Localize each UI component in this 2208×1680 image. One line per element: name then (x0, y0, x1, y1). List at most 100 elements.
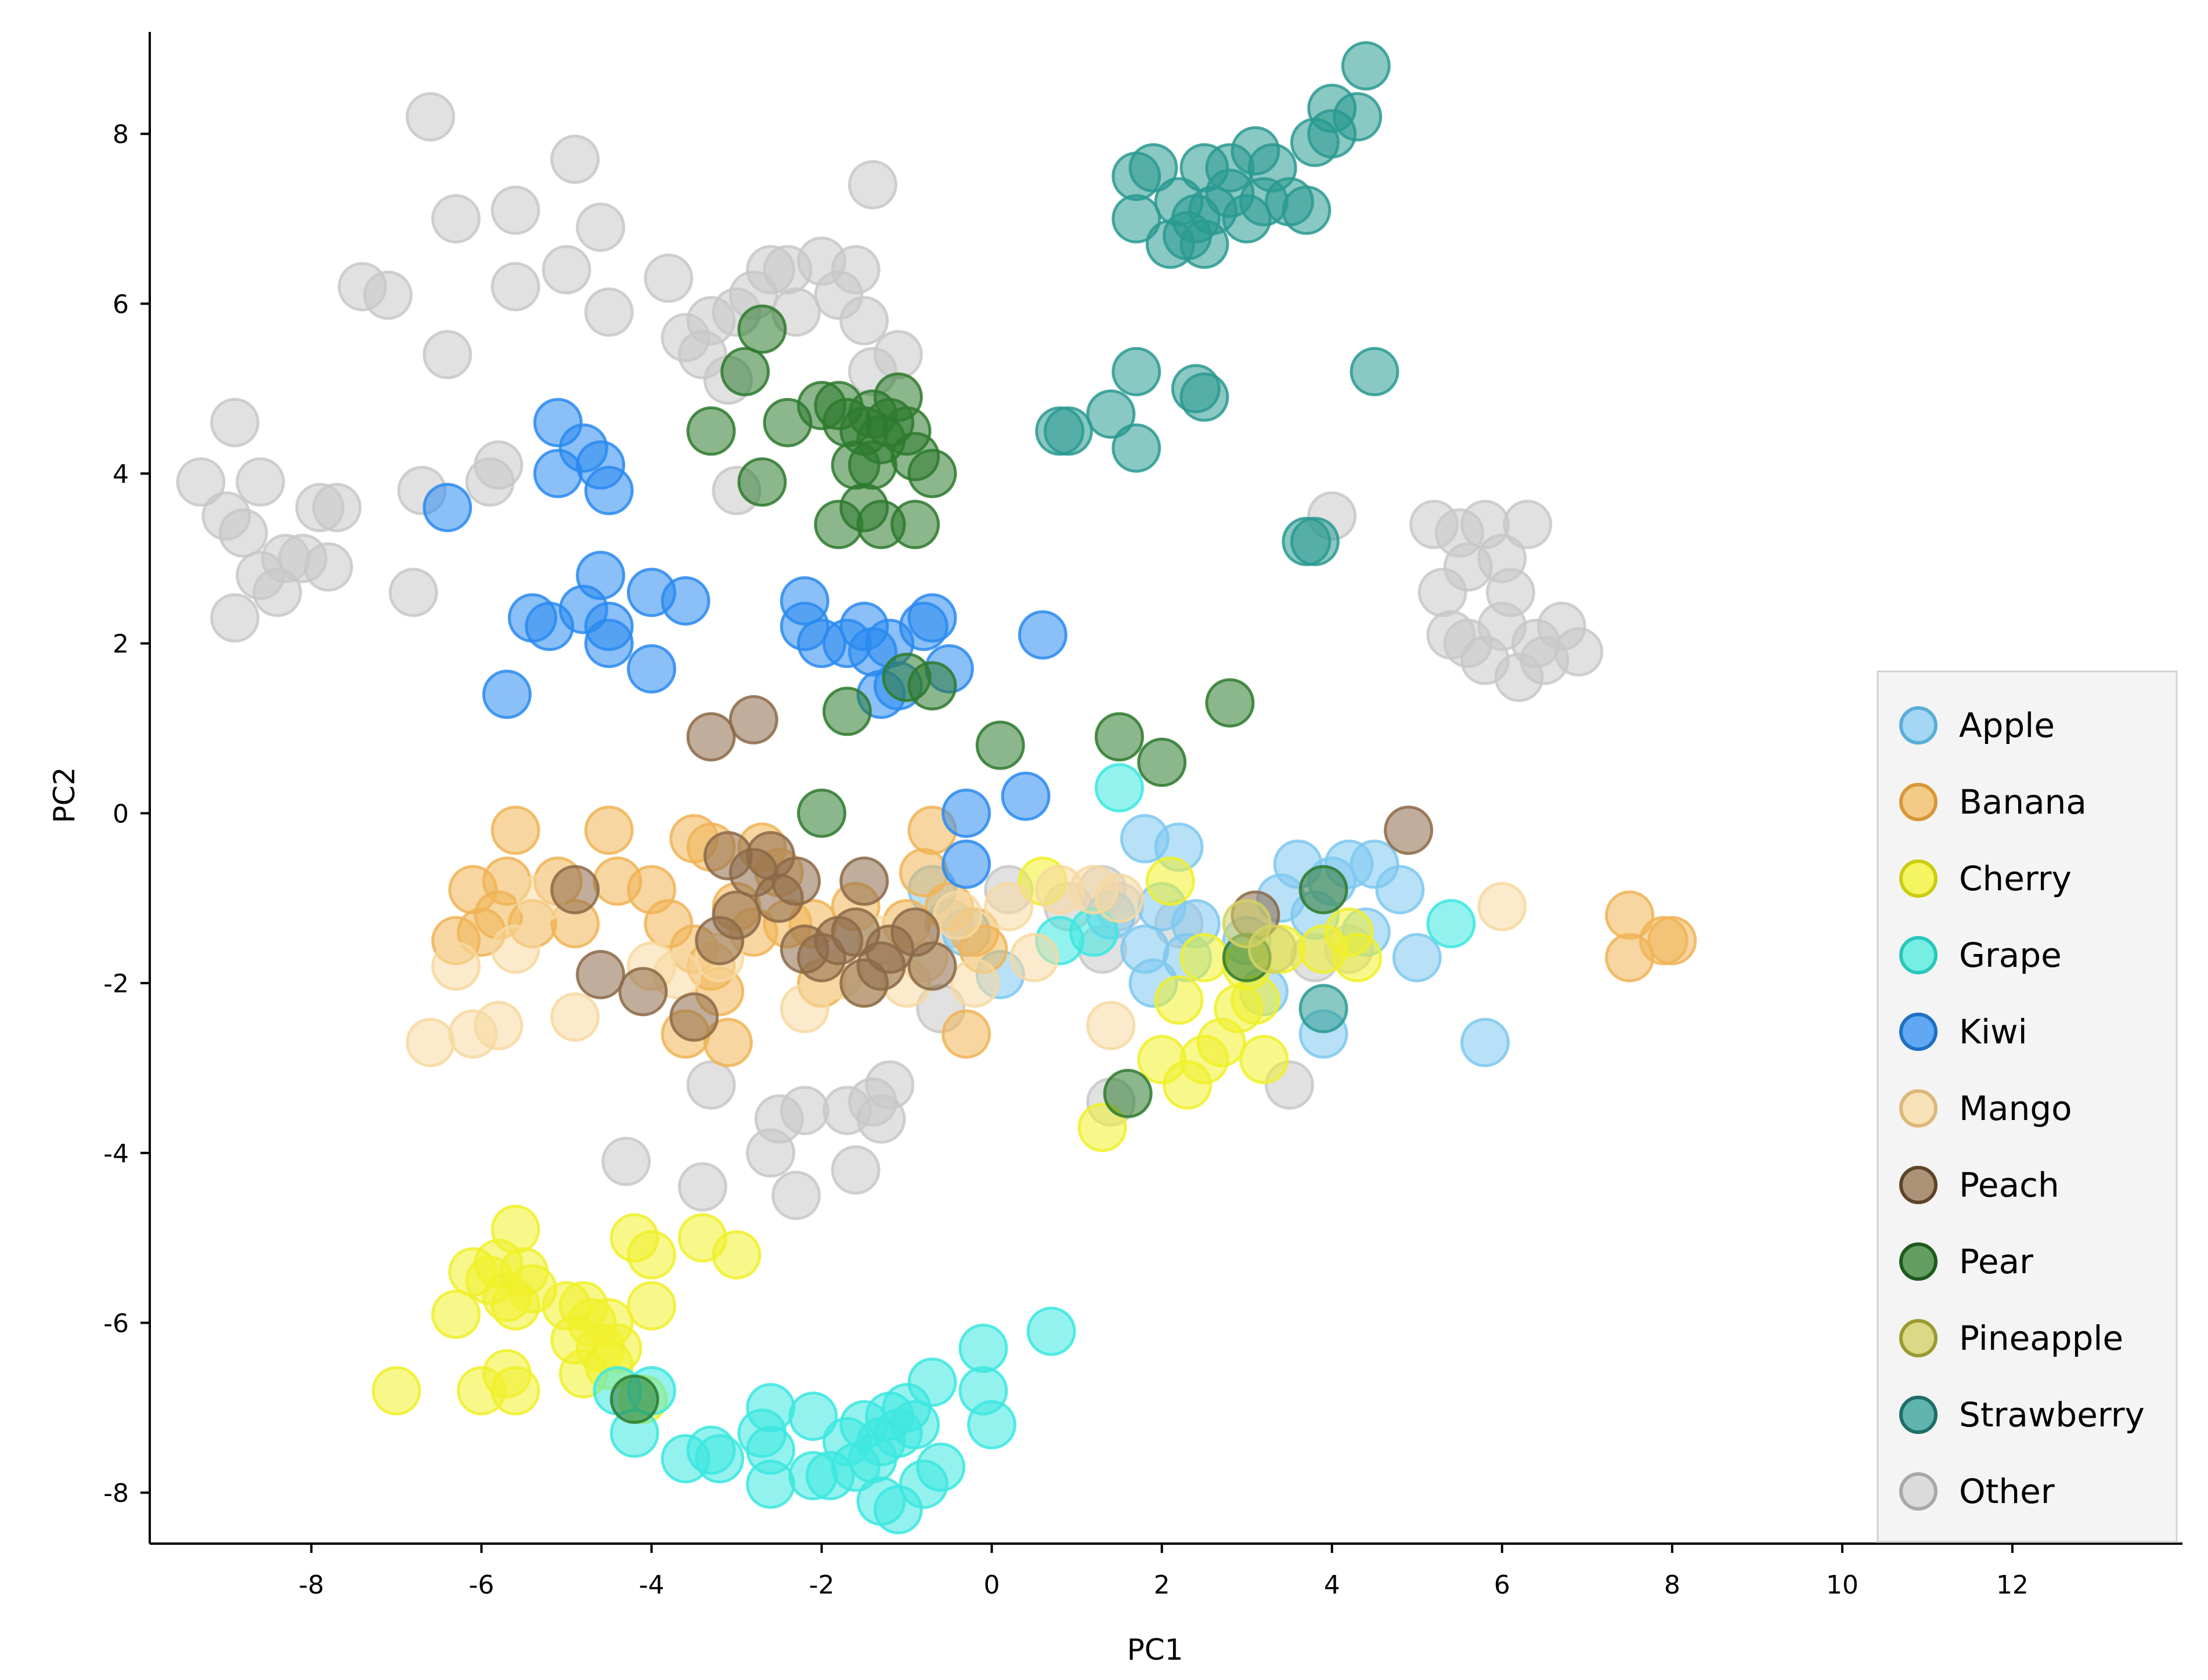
point-other (831, 1145, 881, 1195)
point-kiwi (423, 483, 472, 533)
legend-swatch (1899, 1166, 1938, 1204)
legend-label: Grape (1959, 935, 2062, 975)
point-mango (1094, 873, 1144, 923)
point-grape (695, 1434, 745, 1484)
point-strawberry (1112, 423, 1161, 473)
point-strawberry (1128, 143, 1178, 193)
point-strawberry (1350, 346, 1399, 396)
point-other (1554, 627, 1604, 677)
point-cherry (712, 1230, 762, 1280)
legend-label: Strawberry (1959, 1395, 2145, 1435)
point-grape (831, 1442, 881, 1492)
point-other (1417, 568, 1467, 617)
point-peach (839, 857, 889, 906)
y-ticks: -8 -6 -4 -2 0 2 4 6 8 (103, 120, 150, 1508)
point-other (584, 287, 634, 337)
legend-swatch (1899, 1319, 1938, 1357)
point-peach (1384, 805, 1434, 855)
point-other (848, 160, 897, 209)
point-other (236, 457, 285, 507)
point-cherry (1179, 933, 1229, 982)
point-kiwi (482, 670, 532, 719)
legend-label: Pineapple (1959, 1318, 2123, 1358)
point-kiwi (1001, 771, 1051, 821)
legend-item-apple: Apple (1899, 706, 2055, 745)
point-other (406, 92, 455, 142)
point-pineapple (1247, 924, 1297, 974)
point-cherry (627, 1281, 676, 1331)
point-mango (431, 941, 481, 991)
point-grape (746, 1383, 796, 1433)
point-grape (1426, 899, 1476, 949)
point-banana (584, 805, 634, 855)
point-cherry (627, 1230, 676, 1280)
point-apple (1375, 865, 1425, 915)
legend-swatch (1899, 936, 1938, 974)
x-axis-title: PC1 (1127, 1633, 1184, 1667)
x-tick-label: 6 (1494, 1570, 1510, 1600)
point-cherry (431, 1289, 481, 1339)
point-kiwi (1018, 610, 1067, 660)
point-other (431, 194, 481, 244)
point-other (1503, 500, 1553, 550)
point-peach (686, 712, 736, 762)
point-other (1485, 568, 1535, 617)
x-tick-label: -8 (298, 1570, 324, 1600)
series-kiwi (423, 398, 1067, 889)
point-mango (474, 1000, 524, 1050)
legend-swatch (1899, 1013, 1938, 1051)
point-mango (984, 881, 1034, 931)
point-grape (746, 1459, 796, 1509)
point-pear (737, 304, 787, 354)
point-strawberry (1179, 372, 1229, 422)
point-other (542, 245, 591, 295)
point-mango (780, 984, 829, 1034)
legend-item-grape: Grape (1899, 935, 2062, 975)
point-pear (907, 449, 957, 498)
legend-item-cherry: Cherry (1899, 859, 2072, 898)
legend-swatch (1899, 706, 1938, 745)
point-pear (1298, 865, 1348, 915)
y-tick-label: -2 (103, 969, 129, 999)
point-apple (1392, 933, 1442, 982)
x-tick-label: 10 (1826, 1570, 1859, 1600)
axes: -8 -6 -4 -2 0 2 4 6 8 10 12 -8 -6 -4 -2 0 2 4 6 8 PC1 PC2 (48, 32, 2182, 1667)
point-peach (669, 992, 719, 1042)
point-pear (890, 500, 940, 550)
legend-label: Apple (1959, 706, 2055, 745)
legend-swatch (1899, 1472, 1938, 1511)
point-cherry (1145, 857, 1195, 906)
point-peach (712, 890, 762, 940)
point-other (218, 508, 268, 558)
point-pear (831, 440, 881, 490)
point-banana (1647, 916, 1697, 966)
point-grape (958, 1323, 1008, 1373)
point-other (644, 253, 694, 303)
point-other (848, 1077, 897, 1127)
legend-item-pineapple: Pineapple (1899, 1318, 2123, 1358)
point-strawberry (1086, 389, 1136, 439)
point-other (771, 1170, 821, 1220)
legend-label: Kiwi (1959, 1012, 2027, 1052)
point-other (363, 270, 413, 320)
point-mango (933, 890, 983, 940)
point-peach (728, 695, 778, 745)
point-other (312, 483, 362, 533)
point-peach (771, 857, 821, 906)
point-mango (950, 958, 1000, 1008)
x-tick-label: 12 (1996, 1570, 2029, 1600)
legend-swatch (1899, 1396, 1938, 1434)
x-tick-label: -6 (469, 1570, 495, 1600)
point-peach (907, 941, 957, 991)
point-kiwi (584, 619, 634, 669)
y-tick-label: 4 (113, 460, 129, 489)
point-grape (1026, 1306, 1076, 1356)
series-pear (609, 304, 1348, 1424)
point-grape (890, 1400, 940, 1450)
point-other (490, 185, 540, 235)
point-other (780, 1086, 829, 1136)
point-apple (1460, 1018, 1510, 1067)
point-other (304, 542, 353, 592)
point-cherry (490, 1281, 540, 1331)
